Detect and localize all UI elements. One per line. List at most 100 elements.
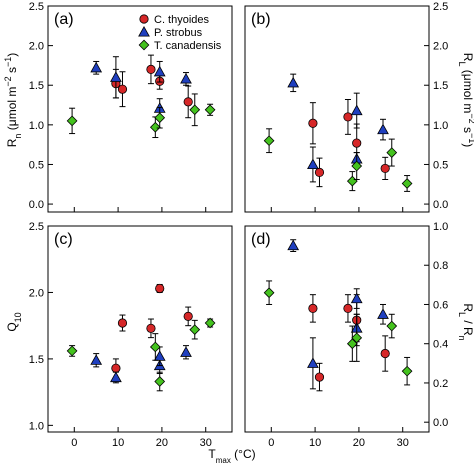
data-point-p-strobus [90, 354, 103, 365]
data-point-t-canadensis [189, 324, 201, 336]
data-point-p-strobus [287, 239, 300, 251]
y-axis-label-b: RL (μmol m−2 s−1) [457, 53, 474, 147]
panel-d: 0.0 0.2 0.4 0.6 0.8 1.0 0 10 20 30 (d) [244, 221, 448, 449]
y-tick-label-d: 0.2 [433, 378, 448, 390]
series-c-thyoides-c [111, 283, 193, 379]
data-point-c-thyoides [308, 118, 318, 128]
y-tick-label-d: 0.6 [433, 299, 448, 311]
data-point-t-canadensis [149, 341, 161, 353]
data-point-p-strobus [180, 72, 192, 84]
y-tick-label-b: 1.0 [433, 120, 448, 132]
series-p-strobus-c [90, 345, 192, 384]
data-point-p-strobus [377, 308, 389, 319]
data-point-c-thyoides [343, 303, 353, 313]
data-point-t-canadensis [154, 376, 166, 387]
y-tick-label-d: 0.0 [433, 417, 448, 429]
legend-label-c-thyoides: C. thyoides [154, 14, 210, 26]
data-point-p-strobus [287, 76, 300, 88]
x-tick-label-c: 20 [156, 437, 168, 449]
data-point-c-thyoides [380, 163, 390, 174]
data-point-p-strobus [350, 104, 363, 116]
data-point-p-strobus [153, 65, 166, 77]
data-point-t-canadensis [346, 175, 358, 187]
y-tick-label-b: 0.5 [433, 159, 448, 171]
x-axis-label-unit: (°C) [231, 447, 256, 461]
panel-label-a: (a) [54, 11, 74, 28]
series-p-strobus-d [287, 239, 389, 390]
x-tick-label-d: 10 [309, 437, 321, 449]
y-axis-label-c: Q10 [5, 312, 23, 331]
data-point-t-canadensis [263, 135, 275, 147]
y-tick-label-c: 2.0 [29, 287, 44, 299]
data-point-t-canadensis [189, 104, 201, 116]
data-point-t-canadensis [66, 345, 78, 357]
data-point-p-strobus [110, 71, 122, 82]
series-c-thyoides-b [308, 98, 390, 188]
data-point-p-strobus [350, 292, 363, 304]
y-tick-label-b: 0.0 [433, 199, 448, 211]
y-tick-label-a: 0.5 [29, 159, 44, 171]
y-tick-label-c: 1.5 [29, 354, 44, 366]
panel-label-d: (d) [251, 231, 271, 248]
data-point-c-thyoides [117, 318, 128, 328]
series-p-strobus-b [287, 73, 389, 183]
y-axis-label-a: Rn (μmol m−2 s−1) [3, 53, 23, 147]
series-t-canadensis-a [66, 93, 216, 139]
data-point-c-thyoides [155, 283, 165, 294]
data-point-p-strobus [180, 346, 192, 357]
x-tick-label-c: 10 [112, 437, 124, 449]
panel-frame-d [244, 225, 430, 433]
panel-frame-c [47, 225, 233, 433]
data-point-p-strobus [90, 61, 103, 73]
series-t-canadensis-b [263, 128, 413, 192]
data-point-c-thyoides [352, 138, 362, 148]
y-axis-label-a-text: Rn (μmol m−2 s−1) [3, 53, 23, 147]
data-point-c-thyoides [146, 64, 156, 74]
data-point-t-canadensis [154, 112, 166, 124]
data-point-c-thyoides [111, 363, 121, 373]
data-point-c-thyoides [146, 323, 156, 333]
series-t-canadensis-d [263, 280, 413, 386]
y-axis-label-d: RL / Rn [457, 303, 474, 340]
y-tick-label-c: 2.5 [29, 221, 44, 233]
data-point-t-canadensis [346, 338, 358, 350]
data-point-c-thyoides [343, 112, 353, 122]
x-tick-label-c: 30 [200, 437, 212, 449]
data-point-t-canadensis [401, 365, 413, 377]
legend-label-t-canadensis: T. canadensis [154, 40, 222, 52]
data-point-t-canadensis [204, 104, 216, 116]
x-tick-label-c: 0 [71, 437, 77, 449]
panel-b: 0.0 0.5 1.0 1.5 2.0 2.5 (b) [244, 1, 448, 213]
series-c-thyoides-a [111, 54, 193, 119]
y-tick-label-b: 2.0 [433, 41, 448, 53]
series-t-canadensis-c [66, 317, 216, 392]
data-point-t-canadensis [351, 332, 363, 344]
panel-frame-b [244, 5, 430, 213]
data-point-c-thyoides [183, 97, 193, 107]
x-tick-label-d: 20 [353, 437, 365, 449]
y-tick-label-a: 1.5 [29, 80, 44, 92]
series-p-strobus-a [90, 56, 192, 119]
x-tick-label-d: 0 [268, 437, 274, 449]
data-point-c-thyoides [314, 167, 325, 177]
y-tick-label-a: 2.0 [29, 41, 44, 53]
x-axis-label-main: T [208, 447, 216, 461]
data-point-p-strobus [307, 158, 319, 170]
data-point-t-canadensis [386, 320, 398, 332]
y-axis-label-c-text: Q10 [5, 312, 23, 331]
legend-marker-t-canadensis [138, 39, 150, 51]
data-point-c-thyoides [380, 348, 390, 359]
panel-label-c: (c) [54, 231, 73, 248]
data-point-c-thyoides [117, 84, 128, 94]
y-axis-label-d-text: RL / Rn [457, 303, 474, 340]
data-point-t-canadensis [149, 121, 161, 133]
y-tick-label-b: 2.5 [433, 1, 448, 13]
panel-label-b: (b) [251, 11, 271, 28]
legend-marker-p-strobus [138, 25, 150, 37]
panel-c: 1.0 1.5 2.0 2.5 0 10 20 30 (c) [29, 221, 233, 449]
data-point-t-canadensis [401, 178, 413, 189]
y-tick-label-a: 2.5 [29, 1, 44, 13]
y-tick-label-a: 1.0 [29, 120, 44, 132]
